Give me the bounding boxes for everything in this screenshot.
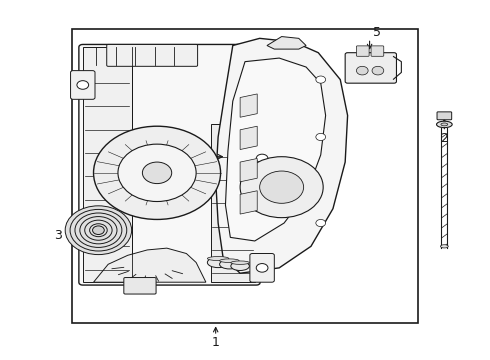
Polygon shape bbox=[240, 126, 257, 149]
Ellipse shape bbox=[231, 262, 249, 270]
Ellipse shape bbox=[220, 260, 239, 269]
Circle shape bbox=[316, 134, 326, 140]
Text: 3: 3 bbox=[54, 229, 62, 242]
Circle shape bbox=[256, 154, 268, 163]
Circle shape bbox=[372, 66, 384, 75]
FancyBboxPatch shape bbox=[71, 71, 95, 99]
FancyBboxPatch shape bbox=[124, 278, 156, 294]
FancyBboxPatch shape bbox=[250, 146, 274, 171]
Circle shape bbox=[93, 226, 104, 234]
Bar bbox=[211, 125, 255, 282]
Polygon shape bbox=[240, 191, 257, 214]
Bar bbox=[83, 47, 132, 282]
Polygon shape bbox=[267, 37, 306, 49]
FancyBboxPatch shape bbox=[107, 44, 197, 66]
FancyBboxPatch shape bbox=[79, 44, 260, 285]
Circle shape bbox=[143, 162, 172, 184]
FancyBboxPatch shape bbox=[356, 46, 369, 56]
Circle shape bbox=[316, 220, 326, 226]
FancyBboxPatch shape bbox=[250, 253, 274, 282]
Ellipse shape bbox=[65, 206, 132, 255]
Polygon shape bbox=[216, 39, 347, 273]
Circle shape bbox=[77, 81, 89, 89]
Text: 2: 2 bbox=[441, 132, 448, 145]
Bar bbox=[72, 30, 418, 323]
Ellipse shape bbox=[441, 245, 448, 248]
FancyBboxPatch shape bbox=[371, 46, 384, 56]
Circle shape bbox=[356, 66, 368, 75]
Polygon shape bbox=[94, 248, 206, 282]
Text: 5: 5 bbox=[373, 27, 381, 40]
Text: 4: 4 bbox=[190, 150, 197, 163]
Ellipse shape bbox=[207, 257, 229, 261]
Ellipse shape bbox=[231, 261, 249, 264]
Ellipse shape bbox=[437, 121, 452, 128]
Polygon shape bbox=[240, 158, 257, 182]
FancyBboxPatch shape bbox=[437, 112, 452, 120]
Circle shape bbox=[256, 264, 268, 272]
Polygon shape bbox=[240, 94, 257, 117]
Circle shape bbox=[316, 76, 326, 83]
Circle shape bbox=[94, 126, 220, 220]
Circle shape bbox=[260, 171, 304, 203]
Ellipse shape bbox=[220, 259, 239, 262]
Circle shape bbox=[118, 144, 196, 202]
Text: 1: 1 bbox=[212, 336, 220, 348]
Polygon shape bbox=[225, 58, 326, 241]
Circle shape bbox=[240, 157, 323, 218]
Ellipse shape bbox=[207, 257, 229, 267]
FancyBboxPatch shape bbox=[345, 53, 396, 83]
Ellipse shape bbox=[441, 123, 448, 126]
